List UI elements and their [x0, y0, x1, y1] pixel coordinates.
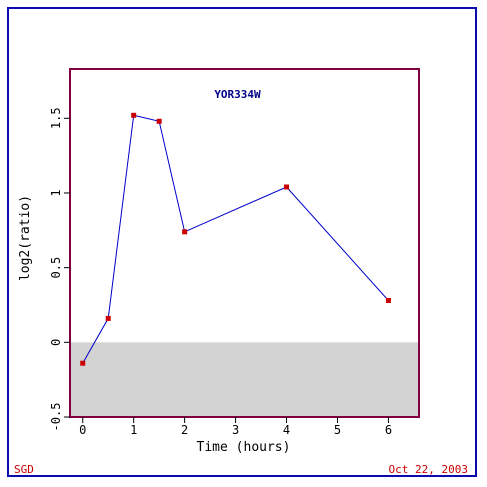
y-axis-label: log2(ratio) — [18, 195, 33, 281]
expression-chart: YOR334W Time (hours) log2(ratio) 0 1 2 3 4 5 6… — [18, 68, 420, 455]
x-tick-label: 0 — [79, 423, 86, 437]
x-tick-label: 3 — [232, 423, 239, 437]
x-tick-label: 6 — [385, 423, 392, 437]
data-point — [80, 360, 86, 366]
y-tick-label: 0 — [49, 339, 63, 346]
y-tick-label: 1.5 — [49, 107, 63, 129]
y-tick-label: -0.5 — [49, 403, 63, 432]
x-tick-label: 4 — [283, 423, 290, 437]
x-axis-label: Time (hours) — [197, 440, 291, 455]
plot-area-border — [69, 68, 420, 418]
data-point — [385, 298, 391, 304]
figure-frame: YOR334W Time (hours) log2(ratio) 0 1 2 3 4 5 6… — [7, 7, 477, 477]
source-label: SGD — [14, 463, 34, 476]
data-point — [182, 229, 188, 235]
negative-band — [70, 342, 419, 417]
x-tick-label: 5 — [334, 423, 341, 437]
y-tick-label: 1 — [49, 189, 63, 196]
y-tick-label: 0.5 — [49, 257, 63, 279]
data-point — [284, 184, 290, 190]
x-tick-label: 1 — [130, 423, 137, 437]
data-point — [131, 112, 137, 118]
x-tick-label: 2 — [181, 423, 188, 437]
series-line — [82, 114, 389, 364]
data-point — [156, 118, 162, 124]
chart-title: YOR334W — [214, 88, 261, 101]
date-label: Oct 22, 2003 — [388, 463, 468, 476]
data-point — [105, 315, 111, 321]
